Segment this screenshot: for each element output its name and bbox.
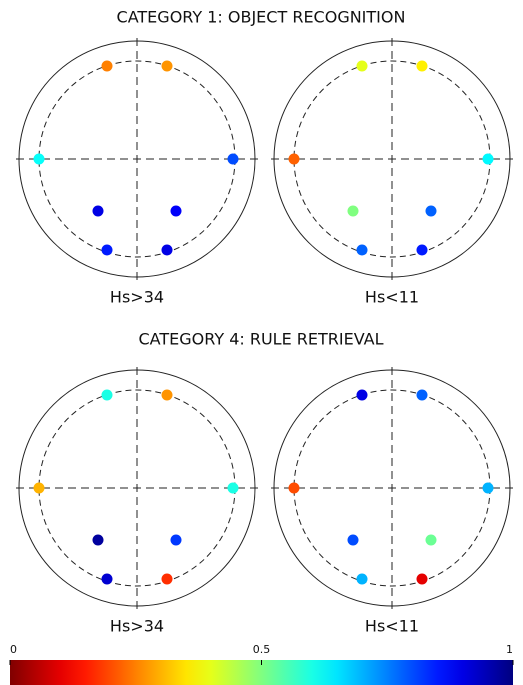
electrode	[416, 60, 428, 72]
electrode	[161, 60, 173, 72]
panel-label: Hs<11	[365, 288, 419, 307]
electrode	[425, 534, 437, 546]
electrode	[482, 482, 494, 494]
electrode	[416, 244, 428, 256]
group-title: CATEGORY 1: OBJECT RECOGNITION	[117, 8, 406, 27]
panel-label: Hs>34	[110, 288, 164, 307]
panel-label: Hs<11	[365, 617, 419, 636]
electrode	[101, 573, 113, 585]
electrode	[101, 60, 113, 72]
electrode	[170, 205, 182, 217]
group-title: CATEGORY 4: RULE RETRIEVAL	[138, 330, 383, 349]
electrode	[482, 153, 494, 165]
panel-label: Hs>34	[110, 617, 164, 636]
electrode	[347, 534, 359, 546]
electrode	[101, 244, 113, 256]
electrode	[416, 573, 428, 585]
electrode	[425, 205, 437, 217]
electrode	[161, 573, 173, 585]
electrode	[92, 205, 104, 217]
electrode	[170, 534, 182, 546]
electrode	[227, 482, 239, 494]
electrode	[101, 389, 113, 401]
electrode	[288, 482, 300, 494]
electrode	[356, 573, 368, 585]
electrode	[356, 244, 368, 256]
electrode	[227, 153, 239, 165]
electrode	[347, 205, 359, 217]
electrode	[288, 153, 300, 165]
electrode	[356, 389, 368, 401]
electrode	[416, 389, 428, 401]
electrode	[161, 244, 173, 256]
electrode	[92, 534, 104, 546]
electrode	[33, 153, 45, 165]
colorbar-tick-label: 0.5	[253, 643, 271, 656]
colorbar-tick-label: 0	[10, 643, 17, 656]
electrode	[161, 389, 173, 401]
electrode	[356, 60, 368, 72]
colorbar-tick-label: 1	[506, 643, 513, 656]
electrode	[33, 482, 45, 494]
